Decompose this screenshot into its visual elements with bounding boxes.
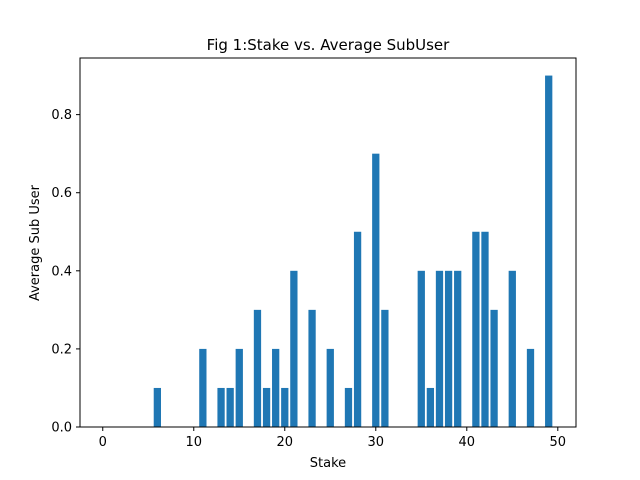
bar (344, 387, 353, 427)
bar (235, 348, 243, 427)
y-tick-label: 0.2 (51, 342, 72, 357)
y-tick-label: 0.6 (51, 186, 72, 201)
bar (153, 387, 161, 427)
bar (526, 348, 535, 427)
bar (444, 270, 453, 427)
bar (490, 309, 498, 427)
bar (226, 387, 234, 427)
bar (435, 270, 444, 427)
bar (308, 309, 316, 427)
bar (372, 153, 380, 428)
bar (381, 309, 389, 427)
y-axis: 0.0 0.2 0.4 0.6 0.8 (51, 108, 80, 436)
x-axis-label: Stake (310, 456, 346, 471)
bar (290, 270, 298, 427)
bar (272, 348, 280, 427)
x-tick-label: 10 (185, 435, 202, 450)
chart-title: Fig 1:Stake vs. Average SubUser (207, 36, 450, 54)
bar (472, 231, 480, 427)
y-tick-label: 0.0 (51, 421, 72, 436)
x-tick-label: 40 (459, 435, 476, 450)
x-tick-label: 50 (550, 435, 567, 450)
bar (353, 231, 362, 427)
bar (508, 270, 516, 427)
bar (481, 231, 489, 427)
bar (199, 348, 207, 427)
bar (454, 270, 462, 427)
bar (253, 309, 262, 427)
bar (326, 348, 334, 427)
y-tick-label: 0.4 (51, 264, 72, 279)
plot-frame (79, 57, 577, 428)
x-tick-label: 30 (368, 435, 385, 450)
y-axis-label: Average Sub User (28, 184, 43, 301)
bar (281, 387, 289, 427)
bar (217, 387, 225, 427)
x-tick-label: 20 (276, 435, 293, 450)
y-tick-label: 0.8 (51, 108, 72, 123)
bar (545, 75, 553, 427)
x-axis: 0 10 20 30 40 50 (99, 427, 566, 450)
bar (426, 387, 435, 427)
bar (417, 270, 425, 427)
x-tick-label: 0 (99, 435, 107, 450)
bars-group (153, 75, 553, 428)
bar (262, 387, 271, 427)
